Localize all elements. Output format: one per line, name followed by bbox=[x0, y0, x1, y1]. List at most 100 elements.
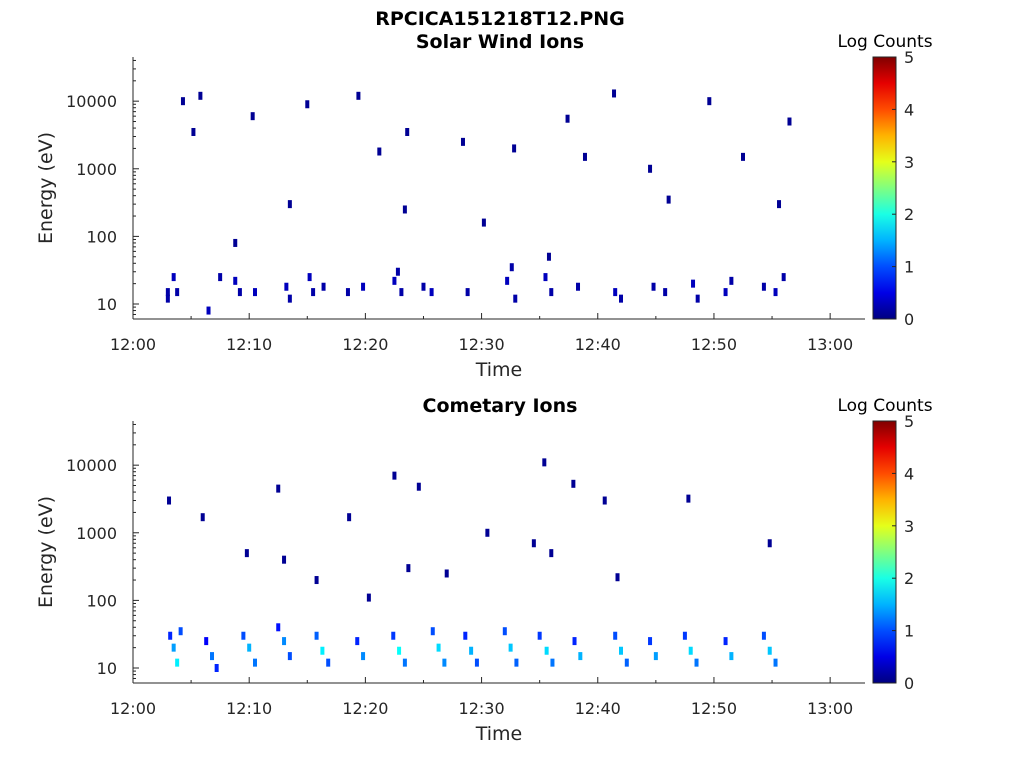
heatmap-cell bbox=[781, 273, 786, 282]
colorbar-tick-label: 3 bbox=[904, 517, 914, 536]
heatmap-cell bbox=[430, 627, 435, 636]
colorbar-tick-label: 5 bbox=[904, 48, 914, 67]
heatmap-cell bbox=[345, 288, 350, 297]
heatmap-cell bbox=[175, 658, 180, 667]
heatmap-cell bbox=[505, 276, 510, 285]
heatmap-cell bbox=[287, 200, 292, 209]
heatmap-cell bbox=[544, 646, 549, 655]
heatmap-cell bbox=[167, 496, 172, 505]
heatmap-cell bbox=[565, 114, 570, 123]
heatmap-cell bbox=[543, 273, 548, 282]
panel-title: Solar Wind Ions bbox=[416, 31, 584, 53]
heatmap-cell bbox=[253, 288, 257, 297]
heatmap-cell bbox=[686, 494, 691, 503]
heatmap-cell bbox=[287, 652, 292, 661]
heatmap-cell bbox=[729, 652, 734, 661]
heatmap-cell bbox=[572, 637, 577, 646]
x-tick-label: 12:20 bbox=[342, 699, 388, 718]
heatmap-cell bbox=[691, 279, 696, 288]
heatmap-cell bbox=[723, 288, 728, 297]
y-tick-label: 10 bbox=[97, 659, 117, 678]
y-tick-label: 10 bbox=[97, 295, 117, 314]
heatmap-cell bbox=[361, 282, 366, 291]
heatmap-cell bbox=[787, 117, 792, 126]
y-tick-label: 1000 bbox=[76, 160, 117, 179]
heatmap-cell bbox=[767, 539, 772, 548]
colorbar-label: Log Counts bbox=[837, 32, 932, 52]
x-axis-label: Time bbox=[475, 723, 523, 745]
heatmap-cell bbox=[416, 482, 421, 491]
heatmap-cell bbox=[287, 294, 292, 303]
heatmap-cell bbox=[576, 282, 581, 291]
heatmap-cell bbox=[741, 152, 745, 161]
heatmap-cell bbox=[613, 288, 618, 297]
heatmap-cell bbox=[361, 652, 366, 661]
x-tick-label: 12:50 bbox=[691, 699, 737, 718]
heatmap-cell bbox=[165, 294, 170, 303]
heatmap-cell bbox=[474, 658, 479, 667]
heatmap-cell bbox=[571, 479, 576, 488]
heatmap-cell bbox=[582, 152, 587, 161]
colorbar-tick-label: 2 bbox=[904, 205, 914, 224]
heatmap-cell bbox=[178, 627, 183, 636]
heatmap-cell bbox=[200, 513, 205, 522]
heatmap-cell bbox=[314, 576, 319, 585]
panel-solar-wind-ions: Solar Wind Ions 12:00 12:10 12:20 12:30 12:40… bbox=[35, 31, 933, 381]
heatmap-cell bbox=[537, 631, 542, 640]
y-tick-label: 10000 bbox=[66, 456, 117, 475]
heatmap-cell bbox=[392, 276, 397, 285]
figure-title: RPCICA151218T12.PNG bbox=[375, 8, 625, 30]
colorbar-tick-label: 3 bbox=[904, 153, 914, 172]
heatmap-cell bbox=[624, 658, 629, 667]
x-axis-label: Time bbox=[475, 359, 523, 381]
heatmap-cell bbox=[321, 282, 326, 291]
heatmap-cell bbox=[326, 658, 331, 667]
heatmap-cell bbox=[542, 458, 547, 467]
heatmap-cell bbox=[508, 643, 513, 652]
colorbar-tick-label: 1 bbox=[904, 258, 914, 277]
heatmap-cell bbox=[305, 100, 310, 109]
heatmap-cell bbox=[463, 631, 468, 640]
y-tick-label: 10000 bbox=[66, 92, 117, 111]
heatmap-cell bbox=[429, 288, 434, 297]
heatmap-cell bbox=[191, 127, 196, 136]
colorbar-tick-label: 0 bbox=[904, 674, 914, 693]
heatmap-cell bbox=[682, 631, 687, 640]
heatmap-cell bbox=[465, 288, 470, 297]
x-tick-label: 12:10 bbox=[226, 699, 272, 718]
colorbar-label: Log Counts bbox=[837, 396, 932, 416]
heatmap-cell bbox=[405, 127, 410, 136]
y-tick-label: 1000 bbox=[76, 524, 117, 543]
heatmap-cell bbox=[397, 646, 402, 655]
heatmap-cell bbox=[767, 646, 772, 655]
y-tick-label: 100 bbox=[86, 227, 117, 246]
colorbar-tick-label: 4 bbox=[904, 464, 914, 483]
heatmap-cell bbox=[204, 637, 209, 646]
heatmap-cell bbox=[402, 205, 407, 214]
heatmap-cell bbox=[773, 658, 778, 667]
heatmap-cell bbox=[395, 267, 400, 276]
x-tick-label: 13:00 bbox=[807, 699, 853, 718]
heatmap-cell bbox=[531, 539, 536, 548]
heatmap-cell bbox=[244, 549, 249, 558]
heatmap-cell bbox=[619, 294, 623, 303]
heatmap-cell bbox=[284, 282, 289, 291]
heatmap-cell bbox=[514, 658, 519, 667]
x-tick-label: 12:50 bbox=[691, 335, 737, 354]
heatmap-cells bbox=[165, 89, 792, 315]
heatmap-cell bbox=[307, 273, 312, 282]
heatmap-cells bbox=[167, 458, 778, 673]
x-tick-label: 12:10 bbox=[226, 335, 272, 354]
heatmap-cell bbox=[648, 164, 653, 173]
x-tick-label: 12:40 bbox=[575, 699, 621, 718]
heatmap-cell bbox=[218, 273, 223, 282]
heatmap-cell bbox=[509, 263, 514, 272]
heatmap-cell bbox=[171, 643, 176, 652]
heatmap-cell bbox=[502, 627, 507, 636]
heatmap-cell bbox=[253, 658, 257, 667]
x-tick-label: 12:00 bbox=[110, 335, 156, 354]
colorbar-tick-label: 0 bbox=[904, 310, 914, 329]
heatmap-cell bbox=[356, 91, 361, 100]
